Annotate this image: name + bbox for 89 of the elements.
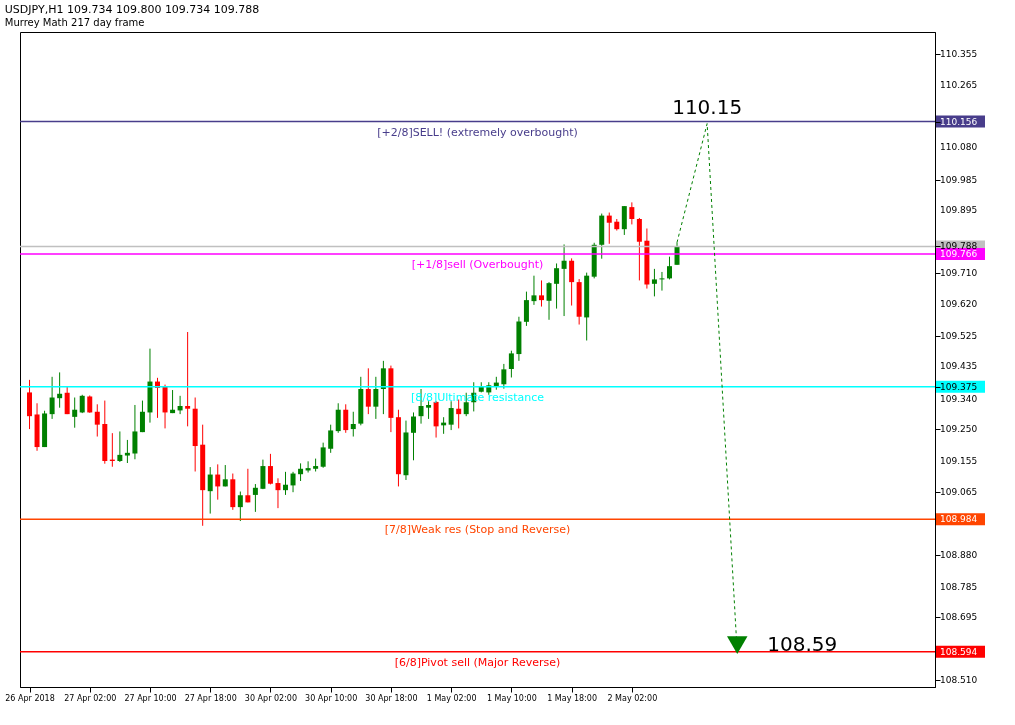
candlestick	[350, 411, 356, 438]
candlestick	[215, 463, 221, 501]
y-tick-label: 109.985	[940, 174, 978, 185]
candlestick	[561, 243, 567, 317]
y-tick-label: 109.250	[940, 424, 978, 435]
x-tick-label: 30 Apr 02:00	[244, 693, 298, 703]
x-tick-label: 1 May 18:00	[547, 693, 597, 703]
candlestick	[177, 395, 183, 415]
candlestick	[27, 379, 33, 430]
candlestick	[283, 471, 289, 496]
y-tick-label: 108.785	[940, 581, 978, 592]
x-tick-label: 1 May 10:00	[486, 693, 537, 703]
x-tick-label: 27 Apr 10:00	[124, 693, 177, 703]
candlestick	[139, 400, 145, 433]
ref-line-label: [+1/8]sell (Overbought)	[411, 257, 544, 271]
candlestick	[320, 442, 326, 469]
y-tick-label: 108.594	[940, 646, 978, 657]
candlestick	[531, 275, 537, 306]
candlestick	[267, 453, 273, 485]
candlestick	[569, 257, 575, 307]
candlestick	[546, 281, 552, 321]
x-tick-label: 30 Apr 18:00	[365, 693, 418, 703]
chart-title: USDJPY,H1 109.734 109.800 109.734 109.788	[4, 3, 260, 16]
y-tick-label: 108.880	[940, 549, 978, 560]
y-tick-label: 108.510	[940, 675, 978, 686]
candlestick	[207, 466, 213, 515]
candlestick	[72, 397, 78, 429]
candlestick	[57, 371, 63, 409]
candlestick	[94, 403, 100, 438]
x-tick-label: 30 Apr 10:00	[305, 693, 358, 703]
candlestick	[501, 363, 507, 390]
y-tick-label: 109.340	[940, 393, 978, 404]
candlestick	[508, 350, 514, 378]
candlestick	[328, 424, 334, 454]
candlestick	[373, 376, 379, 420]
candlestick	[275, 477, 281, 509]
y-tick-label: 110.080	[940, 142, 978, 153]
x-tick-label: 27 Apr 02:00	[64, 693, 117, 703]
candlestick	[365, 367, 371, 415]
candlestick	[290, 471, 296, 493]
candlestick	[523, 291, 529, 327]
chart-subtitle: Murrey Math 217 day frame	[4, 17, 145, 28]
candlestick	[335, 402, 341, 434]
ref-line-label: [+2/8]SELL! (extremely overbought)	[377, 125, 578, 139]
candlestick	[411, 411, 416, 461]
candlestick	[606, 212, 612, 245]
annotation: 108.59	[767, 632, 838, 657]
candlestick	[260, 459, 266, 490]
candlestick	[636, 217, 642, 281]
ref-line-label: [6/8]Pivot sell (Major Reverse)	[394, 655, 561, 669]
candlestick	[629, 201, 635, 225]
y-tick-label: 109.065	[940, 486, 978, 497]
candlestick	[79, 394, 85, 414]
x-tick-label: 26 Apr 2018	[5, 693, 55, 703]
y-tick-label: 109.375	[940, 381, 978, 392]
y-tick-label: 110.156	[940, 116, 978, 127]
y-tick-label: 109.155	[940, 456, 978, 467]
candlestick	[237, 491, 243, 522]
y-tick-label: 109.895	[940, 205, 978, 216]
candlestick	[380, 360, 386, 415]
y-tick-label: 110.265	[940, 79, 978, 90]
candlestick	[651, 268, 657, 297]
y-tick-label: 110.355	[940, 49, 978, 60]
candlestick	[117, 430, 123, 463]
candlestick	[659, 271, 665, 292]
candlestick	[666, 256, 672, 280]
candlestick	[252, 483, 258, 513]
y-tick-label: 108.984	[940, 514, 978, 525]
candlestick	[49, 376, 55, 420]
candlestick	[245, 468, 251, 503]
candlestick	[185, 331, 191, 427]
candlestick	[621, 205, 627, 236]
candlestick	[124, 439, 130, 464]
candlestick	[343, 403, 349, 434]
x-tick-label: 2 May 02:00	[607, 693, 658, 703]
candlestick	[132, 404, 138, 460]
x-tick-label: 27 Apr 18:00	[184, 693, 237, 703]
y-tick-label: 109.710	[940, 267, 978, 278]
y-tick-label: 109.525	[940, 330, 978, 341]
candlestick	[554, 262, 560, 310]
candlestick	[64, 386, 70, 415]
y-tick-label: 109.620	[940, 298, 978, 309]
x-tick-label: 1 May 02:00	[426, 693, 477, 703]
y-tick-label: 108.695	[940, 612, 978, 623]
y-tick-label: 109.766	[940, 248, 978, 259]
annotation: 110.15	[672, 94, 743, 119]
candlestick	[539, 279, 544, 308]
y-tick-label: 109.435	[940, 361, 978, 372]
ref-line-label: [7/8]Weak res (Stop and Reverse)	[384, 523, 571, 537]
